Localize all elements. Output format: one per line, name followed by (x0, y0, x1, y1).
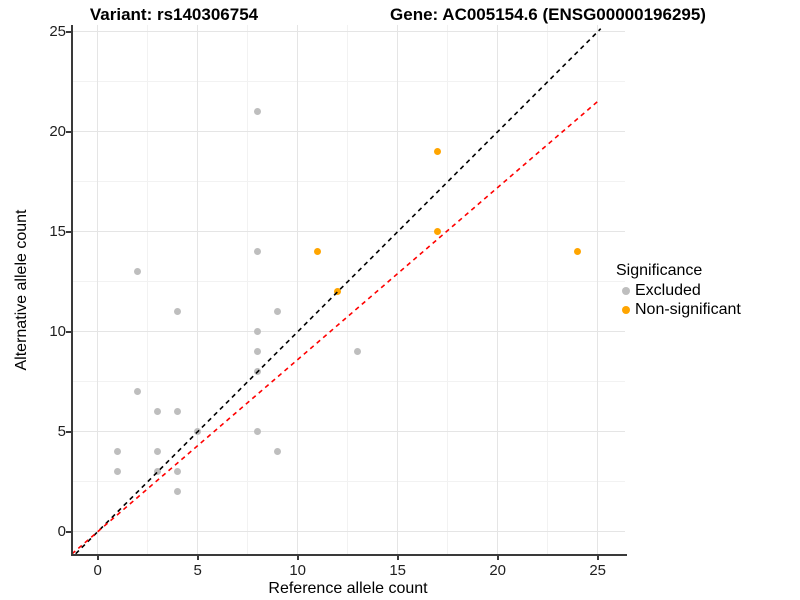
data-point-non-significant (314, 248, 322, 256)
data-point-excluded (134, 268, 142, 276)
data-point-excluded (134, 388, 142, 396)
plot-panel (72, 25, 625, 554)
y-tick-label: 25 (49, 22, 66, 40)
y-major-gridline (72, 31, 625, 33)
x-tick-mark (96, 555, 99, 560)
data-point-excluded (274, 308, 282, 316)
data-point-non-significant (434, 148, 442, 156)
x-axis-title: Reference allele count (268, 580, 428, 597)
legend-item-excluded: Excluded (613, 281, 741, 300)
plot-title-gene: Gene: AC005154.6 (ENSG00000196295) (390, 5, 706, 24)
legend-title: Significance (616, 262, 703, 279)
data-point-excluded (254, 108, 262, 116)
x-major-gridline (397, 25, 399, 554)
x-minor-gridline (447, 25, 449, 554)
data-point-excluded (174, 308, 182, 316)
y-minor-gridline (72, 181, 625, 183)
y-minor-gridline (72, 381, 625, 383)
data-point-excluded (254, 328, 262, 336)
y-minor-gridline (72, 81, 625, 83)
expected-ratio-line (72, 99, 601, 554)
y-major-gridline (72, 531, 625, 533)
legend-key-dot (622, 286, 630, 295)
legend-item-label: Non-significant (635, 300, 741, 318)
legend: Significance Excluded Non-significant (613, 261, 741, 319)
y-axis-line (71, 25, 73, 555)
x-tick-mark (396, 555, 399, 560)
x-minor-gridline (347, 25, 349, 554)
data-point-excluded (254, 248, 262, 256)
data-point-excluded (154, 468, 162, 476)
x-tick-label: 5 (193, 562, 202, 579)
x-tick-label: 15 (389, 562, 407, 579)
y-tick-mark (66, 330, 71, 333)
x-tick-label: 20 (489, 562, 507, 579)
x-minor-gridline (247, 25, 249, 554)
y-tick-label: 0 (57, 522, 66, 540)
x-tick-label: 25 (589, 562, 607, 579)
data-point-excluded (254, 428, 262, 436)
data-point-non-significant (574, 248, 582, 256)
data-point-excluded (174, 468, 182, 476)
y-tick-mark (66, 430, 71, 433)
x-major-gridline (297, 25, 299, 554)
legend-item-label: Excluded (635, 281, 701, 299)
data-point-excluded (114, 448, 122, 456)
y-axis-title: Alternative allele count (13, 209, 30, 371)
y-major-gridline (72, 231, 625, 233)
y-tick-label: 10 (49, 322, 66, 340)
y-tick-label: 5 (57, 422, 66, 440)
x-tick-mark (496, 555, 499, 560)
data-point-excluded (254, 348, 262, 356)
y-tick-mark (66, 230, 71, 233)
x-axis-line (71, 553, 627, 556)
data-point-non-significant (434, 228, 442, 236)
y-tick-label: 15 (49, 222, 66, 240)
data-point-excluded (114, 468, 122, 476)
data-point-excluded (154, 408, 162, 416)
x-minor-gridline (547, 25, 549, 554)
data-point-excluded (174, 408, 182, 416)
reference-lines-layer (72, 28, 602, 554)
x-tick-mark (196, 555, 199, 560)
data-point-excluded (354, 348, 362, 356)
y-minor-gridline (72, 481, 625, 483)
x-minor-gridline (147, 25, 149, 554)
x-major-gridline (197, 25, 199, 554)
x-tick-label: 0 (93, 562, 102, 579)
y-tick-mark (66, 530, 71, 533)
x-tick-mark (296, 555, 299, 560)
data-point-excluded (154, 448, 162, 456)
x-major-gridline (97, 25, 99, 554)
y-major-gridline (72, 331, 625, 333)
legend-item-non-significant: Non-significant (613, 300, 741, 319)
data-point-excluded (174, 488, 182, 496)
data-point-excluded (274, 448, 282, 456)
y-major-gridline (72, 431, 625, 433)
identity-line (75, 28, 602, 554)
legend-key-dot (622, 305, 630, 314)
data-point-non-significant (334, 288, 342, 296)
x-tick-label: 10 (289, 562, 307, 579)
y-tick-mark (66, 130, 71, 133)
y-tick-mark (66, 30, 71, 33)
y-tick-label: 20 (49, 122, 66, 140)
x-major-gridline (497, 25, 499, 554)
y-major-gridline (72, 131, 625, 133)
x-major-gridline (597, 25, 599, 554)
x-tick-mark (596, 555, 599, 560)
plot-title-variant: Variant: rs140306754 (89, 5, 259, 24)
